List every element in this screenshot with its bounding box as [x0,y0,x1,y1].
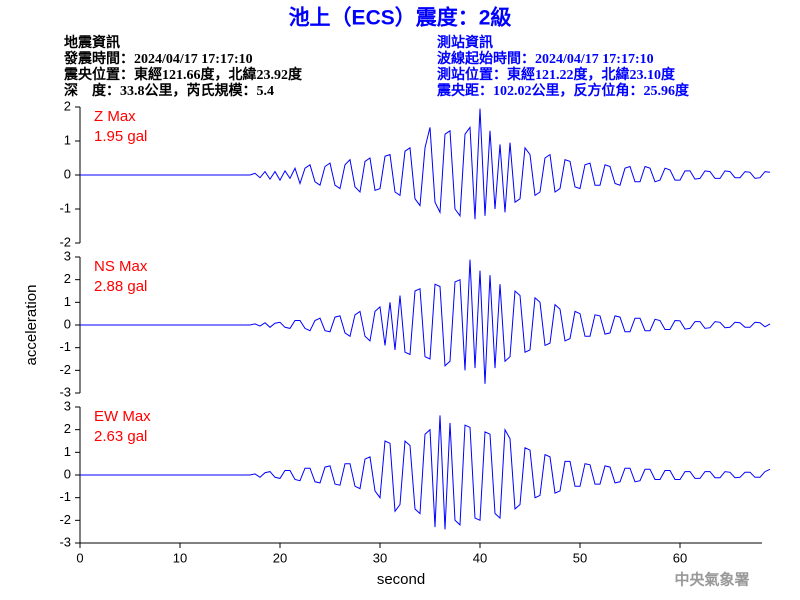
y-tick-label: 1 [64,294,71,309]
event-info-line: 深 度：33.8公里，芮氏規模：5.4 [64,82,274,99]
y-tick-label: 0 [64,166,71,181]
event-info-line: 震央位置：東經121.66度，北緯23.92度 [63,66,303,83]
y-tick-label: -2 [59,234,71,249]
y-tick-label: -2 [59,362,71,377]
y-tick-label: 0 [64,466,71,481]
y-axis-label: acceleration [23,285,40,366]
y-tick-label: 2 [64,421,71,436]
x-tick-label: 60 [673,550,687,565]
waveform [80,108,771,220]
station-info-line: 測站資訊 [437,34,493,51]
chart-title: 池上（ECS）震度：2級 [289,6,512,30]
y-tick-label: 2 [64,98,71,113]
component-label: NS Max [94,258,148,275]
station-info-line: 震央距：102.02公里，反方位角：25.96度 [436,82,690,99]
y-tick-label: 3 [64,398,71,413]
y-tick-label: -2 [59,512,71,527]
peak-value-label: 2.63 gal [94,428,147,445]
x-axis-label: second [377,571,425,588]
y-tick-label: 2 [64,271,71,286]
component-label: EW Max [94,408,151,425]
peak-value-label: 1.95 gal [94,128,147,145]
x-tick-label: 10 [173,550,187,565]
waveform [80,415,771,530]
station-info-line: 波線起始時間：2024/04/17 17:17:10 [437,50,654,67]
footer-credit: 中央氣象署 [674,570,749,588]
event-info-line: 發震時間：2024/04/17 17:17:10 [63,50,253,67]
y-tick-label: -1 [59,489,71,504]
x-tick-label: 50 [573,550,587,565]
y-tick-label: 3 [64,248,71,263]
y-tick-label: 0 [64,316,71,331]
y-tick-label: -1 [59,339,71,354]
x-tick-label: 40 [473,550,487,565]
y-tick-label: -1 [59,200,71,215]
component-label: Z Max [94,108,136,125]
y-tick-label: 1 [64,132,71,147]
peak-value-label: 2.88 gal [94,278,147,295]
station-info-line: 測站位置：東經121.22度，北緯23.10度 [437,66,676,83]
waveform [80,259,771,384]
x-tick-label: 0 [76,550,83,565]
y-tick-label: 1 [64,444,71,459]
y-tick-label: -3 [59,534,71,549]
x-tick-label: 20 [273,550,287,565]
x-tick-label: 30 [373,550,387,565]
event-info-line: 地震資訊 [64,34,120,51]
y-tick-label: -3 [59,384,71,399]
